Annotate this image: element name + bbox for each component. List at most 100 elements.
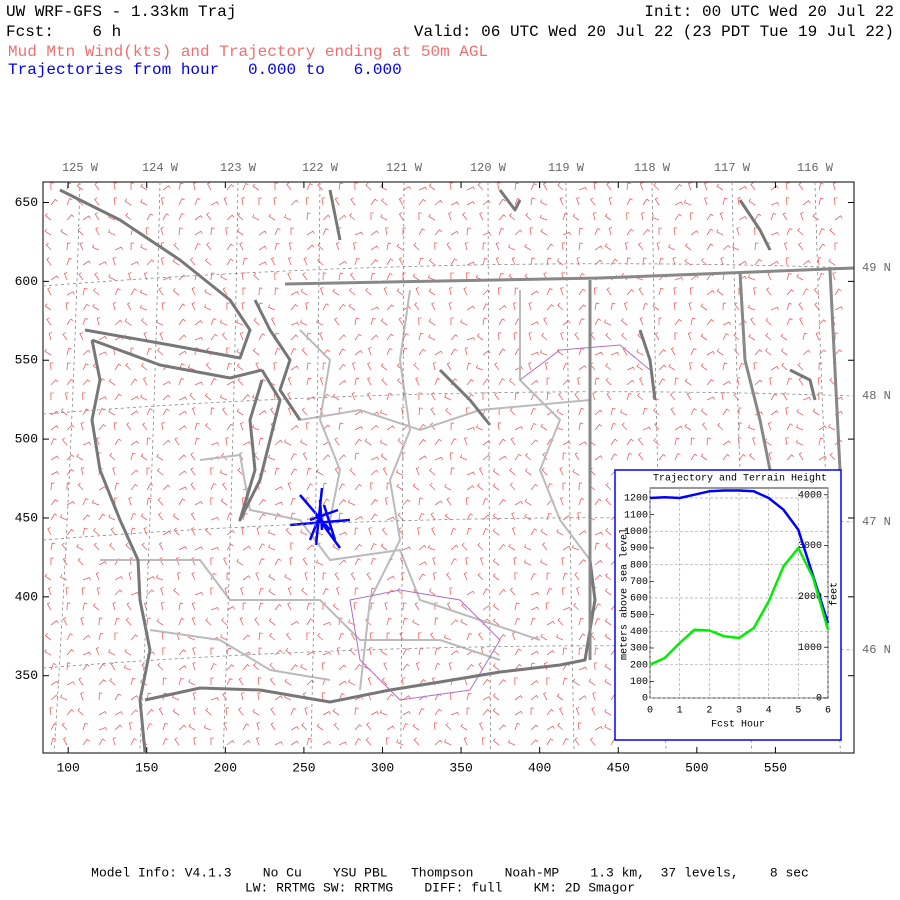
pacific-coast	[90, 339, 152, 753]
wind-barb	[210, 697, 219, 701]
wind-barb	[238, 707, 244, 716]
wind-barb	[383, 287, 388, 296]
wind-barb	[658, 453, 666, 461]
wind-barb	[594, 318, 602, 326]
wind-barb	[418, 198, 426, 206]
wind-barb	[353, 602, 358, 611]
meridian	[139, 181, 161, 754]
wind-barb	[162, 185, 171, 191]
wind-barb	[510, 437, 516, 446]
wind-barb	[798, 452, 804, 461]
wind-barb	[604, 243, 612, 251]
wind-barb	[204, 258, 212, 266]
wind-barb	[160, 227, 164, 236]
wind-barb	[594, 423, 602, 431]
wind-barb	[578, 482, 583, 491]
wind-barb	[479, 722, 484, 731]
wind-barb	[753, 287, 757, 296]
wind-barb	[418, 679, 426, 686]
wind-barb	[556, 693, 564, 701]
wind-barb	[786, 423, 794, 431]
wind-barb	[603, 319, 612, 326]
wind-barb	[557, 617, 564, 626]
wind-barb	[545, 602, 550, 611]
wind-barb	[241, 527, 245, 536]
wind-barb	[395, 469, 404, 476]
columbia-river	[144, 559, 597, 704]
wind-barb	[530, 606, 539, 611]
wind-barb	[226, 678, 233, 686]
wind-barb	[94, 182, 100, 191]
wind-barb	[368, 347, 372, 356]
wind-barb	[444, 739, 452, 746]
wind-barb	[514, 392, 519, 401]
wind-barb	[466, 362, 472, 371]
wind-barb	[509, 467, 516, 476]
wind-barb	[242, 575, 251, 581]
wind-barb	[108, 649, 116, 656]
wind-barb	[267, 454, 276, 461]
wind-barb	[114, 363, 122, 371]
wind-barb	[146, 692, 152, 701]
wind-barb	[205, 362, 212, 371]
wind-barb	[240, 587, 244, 596]
wind-barb	[509, 587, 516, 596]
wind-barb	[178, 486, 187, 491]
wind-barb	[98, 335, 107, 341]
wind-barb	[482, 257, 488, 266]
wind-barb	[300, 439, 308, 446]
wind-barb	[257, 692, 261, 701]
wind-barb	[800, 212, 804, 221]
wind-barb	[466, 471, 475, 476]
wind-barb	[450, 317, 454, 326]
wind-barb	[578, 318, 585, 326]
wind-barb	[509, 407, 516, 416]
wind-barb	[658, 364, 667, 371]
wind-barb	[178, 274, 187, 281]
wind-barb	[173, 242, 180, 251]
wind-barb	[162, 722, 169, 731]
wind-barb	[44, 228, 52, 236]
wind-barb	[716, 229, 724, 236]
wind-barb	[94, 212, 100, 221]
wind-barb	[450, 650, 459, 656]
wind-barb	[450, 438, 457, 446]
wind-barb	[673, 287, 677, 296]
x-tick-label: 100	[56, 760, 79, 775]
meridian	[487, 181, 492, 754]
wind-barb	[156, 618, 164, 626]
wind-barb	[322, 498, 330, 506]
wind-barb	[818, 319, 827, 326]
wind-barb	[476, 333, 484, 341]
wind-barb	[571, 544, 580, 551]
wind-barb	[658, 287, 664, 296]
wind-barb	[380, 198, 388, 206]
wind-barb	[222, 407, 228, 416]
y-tick-label: 500	[15, 432, 38, 447]
wind-barb	[178, 198, 185, 206]
wind-barb	[338, 693, 345, 701]
wind-barb	[594, 574, 603, 581]
y-tick-label: 500	[630, 610, 648, 621]
wind-barb	[50, 455, 59, 461]
wind-barb	[716, 183, 724, 191]
wind-barb	[738, 320, 747, 326]
wind-barb	[142, 377, 148, 386]
wind-barb	[365, 287, 372, 296]
wind-barb	[221, 617, 228, 626]
wind-barb	[674, 213, 682, 221]
wind-barb	[174, 437, 180, 446]
wind-barb	[77, 557, 84, 566]
political-borders	[284, 266, 855, 660]
wind-barb	[44, 213, 52, 221]
wind-barb	[434, 617, 439, 626]
wind-barb	[482, 709, 490, 716]
wind-barb	[492, 528, 500, 536]
wind-barb	[143, 272, 148, 281]
wind-barb	[94, 272, 100, 281]
wind-barb	[124, 318, 132, 326]
wind-barb	[269, 677, 276, 686]
wind-barb	[530, 528, 538, 536]
wind-barb	[530, 694, 539, 701]
wind-barb	[690, 230, 699, 236]
